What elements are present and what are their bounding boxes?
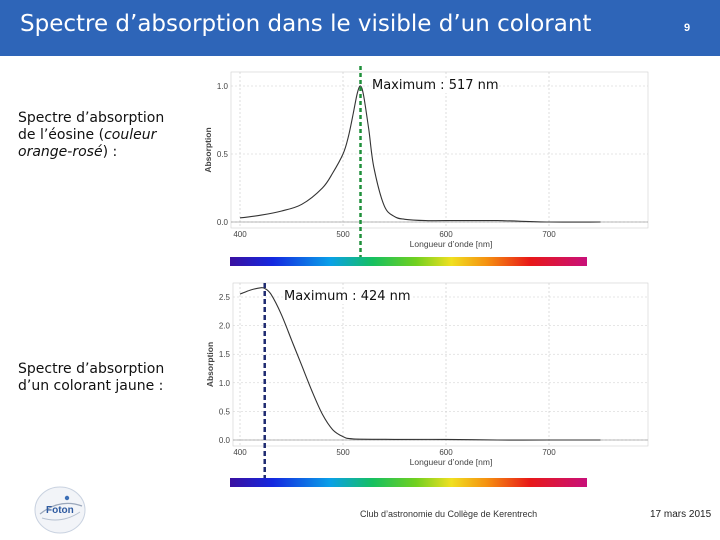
footer-date: 17 mars 2015: [650, 509, 712, 520]
footer-club: Club d’astronomie du Collège de Kerentre…: [360, 509, 538, 519]
eosine-desc-line3b: ) :: [102, 144, 118, 160]
eosine-x-tick-label: 400: [233, 230, 247, 239]
eosine-y-axis-label: Absorption: [203, 127, 213, 172]
jaune-y-tick-label: 2.5: [219, 293, 231, 302]
svg-text:Foton: Foton: [46, 505, 74, 516]
eosine-absorption-curve-0: [239, 85, 601, 223]
jaune-desc-line1: Spectre d’absorption: [18, 361, 165, 377]
eosine-x-tick-label: 600: [439, 230, 453, 239]
jaune-y-tick-label: 1.0: [219, 379, 231, 388]
foton-logo: Foton: [34, 486, 86, 534]
eosine-desc-line2b: couleur: [104, 127, 157, 143]
jaune-spectrum-bar: [230, 478, 587, 487]
eosine-desc-line3: orange-rosé: [18, 144, 103, 160]
jaune-desc-line2: d’un colorant jaune :: [18, 378, 164, 394]
eosine-x-tick-label: 500: [336, 230, 350, 239]
slide-title: Spectre d’absorption dans le visible d’u…: [20, 11, 592, 37]
eosine-x-tick-label: 700: [542, 230, 556, 239]
title-bar: Spectre d’absorption dans le visible d’u…: [0, 0, 720, 56]
eosine-y-tick-label: 0.5: [217, 150, 229, 159]
eosine-max-label: Maximum : 517 nm: [372, 78, 499, 93]
jaune-y-tick-label: 1.5: [219, 350, 231, 359]
slide-number: 9: [684, 22, 691, 34]
eosine-chart: 400 500 600 700 0.0 0.5 1.0 Longueur d’onde [nm…: [203, 66, 649, 264]
jaune-x-tick-label: 700: [542, 448, 556, 457]
jaune-description: Spectre d’absorption d’un colorant jaune…: [18, 361, 164, 395]
eosine-spectrum-bar: [230, 257, 587, 266]
jaune-x-tick-label: 400: [233, 448, 247, 457]
jaune-y-tick-label: 0.5: [219, 407, 231, 416]
jaune-y-tick-label: 0.0: [219, 436, 231, 445]
eosine-plot-frame: [230, 71, 649, 229]
jaune-x-axis-label: Longueur d’onde [nm]: [410, 457, 493, 467]
jaune-absorption-curve-0: [239, 287, 601, 441]
eosine-y-tick-label: 1.0: [217, 82, 229, 91]
eosine-x-axis-label: Longueur d’onde [nm]: [410, 239, 493, 249]
jaune-x-tick-label: 600: [439, 448, 453, 457]
jaune-y-tick-label: 2.0: [219, 322, 231, 331]
jaune-chart: 400 500 600 700 0.0 0.5 1.0 1.5 2.0 2.5 Longueur d…: [205, 282, 649, 478]
jaune-y-axis-label: Absorption: [205, 342, 215, 387]
jaune-max-label: Maximum : 424 nm: [284, 289, 411, 304]
eosine-desc-line1: Spectre d’absorption: [18, 110, 165, 126]
jaune-plot-frame: [232, 282, 649, 447]
eosine-desc-line2a: de l’éosine (: [18, 127, 105, 143]
eosine-description: Spectre d’absorption de l’éosine (couleu…: [18, 110, 164, 161]
jaune-x-tick-label: 500: [336, 448, 350, 457]
eosine-y-tick-label: 0.0: [217, 218, 229, 227]
